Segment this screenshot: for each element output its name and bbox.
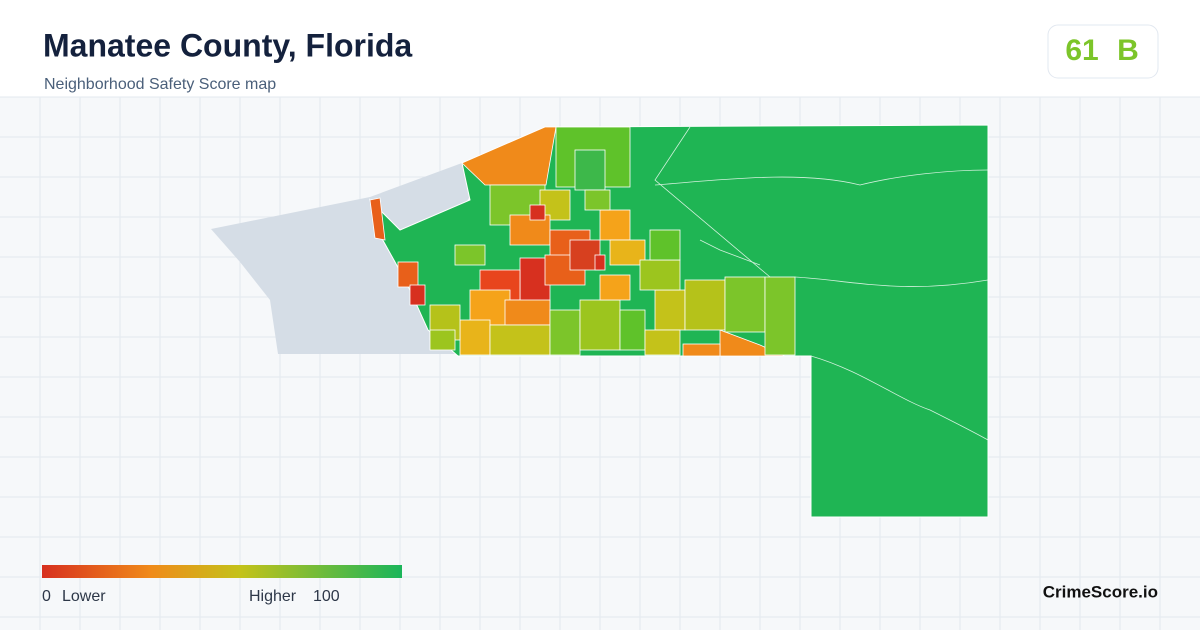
- tract: [649, 229, 681, 261]
- tract: [579, 299, 621, 351]
- tract: [764, 276, 796, 356]
- grade: B: [1117, 34, 1139, 67]
- tract: [639, 259, 681, 291]
- score-badge: [1047, 24, 1159, 79]
- tract: [409, 284, 426, 306]
- legend-min-label: Lower: [62, 588, 106, 605]
- tract: [644, 329, 681, 356]
- border: [699, 239, 761, 266]
- tract: [594, 254, 606, 271]
- tract: [459, 319, 491, 356]
- tract: [454, 244, 486, 266]
- tract: [682, 343, 721, 357]
- tract: [599, 209, 631, 241]
- border: [794, 276, 989, 287]
- subtitle: Neighborhood Safety Score map: [44, 76, 276, 93]
- tract: [654, 289, 686, 331]
- title: Manatee County, Florida: [43, 27, 412, 63]
- legend-max: 100: [313, 588, 340, 605]
- tract: [684, 279, 726, 331]
- tract: [504, 299, 551, 326]
- tract: [574, 149, 606, 191]
- tract: [429, 329, 456, 351]
- tract: [599, 274, 631, 301]
- border: [654, 169, 989, 186]
- tract: [549, 309, 581, 356]
- border: [654, 126, 771, 278]
- tract: [609, 239, 646, 266]
- legend-min: 0: [42, 588, 51, 605]
- score: 61: [1065, 34, 1098, 67]
- legend-max-label: Higher: [249, 588, 297, 605]
- border: [810, 355, 989, 441]
- tract: [724, 276, 766, 333]
- tract: [369, 197, 386, 241]
- tract: [489, 324, 551, 356]
- tract: [619, 309, 646, 351]
- tracts: [369, 126, 796, 357]
- tract: [461, 126, 557, 186]
- tract: [529, 204, 546, 221]
- brand: CrimeScore.io: [1043, 582, 1158, 601]
- tract-borders: [654, 126, 989, 441]
- background-grid: [0, 96, 1200, 630]
- tract: [397, 261, 419, 288]
- tract: [584, 189, 611, 211]
- water: [211, 163, 480, 354]
- header-band: [0, 0, 1200, 97]
- legend-scale: [42, 565, 402, 578]
